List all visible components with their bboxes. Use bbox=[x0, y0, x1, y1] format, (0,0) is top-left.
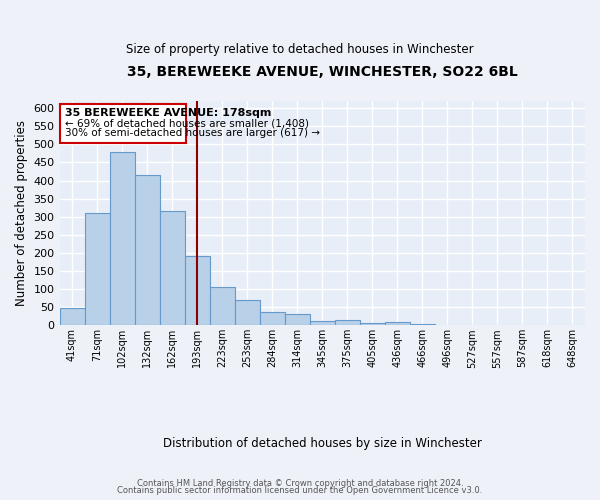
Bar bbox=[260, 312, 285, 326]
Text: 35 BEREWEEKE AVENUE: 178sqm: 35 BEREWEEKE AVENUE: 178sqm bbox=[65, 108, 271, 118]
Title: 35, BEREWEEKE AVENUE, WINCHESTER, SO22 6BL: 35, BEREWEEKE AVENUE, WINCHESTER, SO22 6… bbox=[127, 65, 518, 79]
Bar bbox=[285, 314, 310, 326]
Bar bbox=[360, 324, 385, 326]
Bar bbox=[335, 320, 360, 326]
Text: Size of property relative to detached houses in Winchester: Size of property relative to detached ho… bbox=[126, 42, 474, 56]
FancyBboxPatch shape bbox=[59, 104, 186, 144]
Text: 30% of semi-detached houses are larger (617) →: 30% of semi-detached houses are larger (… bbox=[65, 128, 320, 138]
Text: ← 69% of detached houses are smaller (1,408): ← 69% of detached houses are smaller (1,… bbox=[65, 118, 308, 128]
Bar bbox=[59, 308, 85, 326]
Bar bbox=[209, 288, 235, 326]
Bar bbox=[110, 152, 134, 326]
Bar bbox=[410, 324, 435, 326]
Bar bbox=[560, 324, 585, 326]
Bar bbox=[85, 213, 110, 326]
X-axis label: Distribution of detached houses by size in Winchester: Distribution of detached houses by size … bbox=[163, 437, 482, 450]
Bar bbox=[134, 175, 160, 326]
Text: Contains public sector information licensed under the Open Government Licence v3: Contains public sector information licen… bbox=[118, 486, 482, 495]
Bar bbox=[385, 322, 410, 326]
Bar bbox=[310, 320, 335, 326]
Bar bbox=[160, 212, 185, 326]
Bar bbox=[235, 300, 260, 326]
Y-axis label: Number of detached properties: Number of detached properties bbox=[15, 120, 28, 306]
Bar bbox=[185, 256, 209, 326]
Text: Contains HM Land Registry data © Crown copyright and database right 2024.: Contains HM Land Registry data © Crown c… bbox=[137, 478, 463, 488]
